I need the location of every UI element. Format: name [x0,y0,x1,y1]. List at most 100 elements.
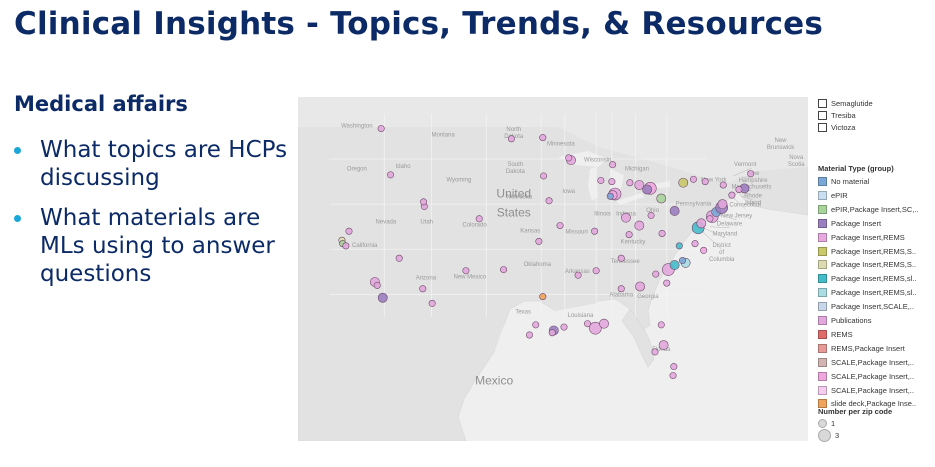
checkbox-icon[interactable] [818,111,827,120]
legend-item[interactable]: Package Insert,REMS,sl.. [818,287,916,298]
zip-point[interactable] [419,285,427,293]
zip-point[interactable] [651,348,659,356]
zip-point[interactable] [635,281,645,292]
zip-point[interactable] [625,231,633,239]
zip-point[interactable] [658,229,666,237]
zip-point[interactable] [560,323,568,331]
legend-item[interactable]: REMS,Package Insert [818,343,905,354]
zip-point[interactable] [525,331,533,339]
zip-point[interactable] [675,242,683,250]
checkbox-icon[interactable] [818,99,827,108]
zip-point[interactable] [657,321,665,329]
product-filter[interactable]: Tresiba [818,110,856,121]
zip-point[interactable] [535,237,543,245]
zip-point[interactable] [500,266,508,274]
zip-point[interactable] [377,292,388,303]
zip-point[interactable] [420,198,428,206]
zip-point[interactable] [592,267,600,275]
legend-item[interactable]: ePIR [818,190,848,201]
map-canvas[interactable]: WashingtonMontanaNorthDakotaSouthDakotaM… [298,97,808,441]
zip-point[interactable] [647,211,655,219]
zip-point[interactable] [574,271,582,279]
zip-point[interactable] [609,161,617,169]
canada-north [298,97,808,183]
zip-point[interactable] [606,192,614,200]
legend-item[interactable]: Package Insert,REMS,S.. [818,259,916,270]
zip-point[interactable] [540,172,548,180]
zip-point[interactable] [565,154,573,162]
zip-point[interactable] [691,240,699,248]
zip-point[interactable] [669,260,680,270]
zip-point[interactable] [735,185,743,193]
zip-point[interactable] [642,184,653,195]
zip-point[interactable] [599,318,609,329]
zip-point[interactable] [548,329,556,337]
us-map[interactable]: WashingtonMontanaNorthDakotaSouthDakotaM… [298,97,808,441]
zip-point[interactable] [342,242,350,250]
legend-item[interactable]: SCALE,Package Insert,.. [818,357,914,368]
zip-point[interactable] [591,227,599,235]
zip-point[interactable] [719,181,727,189]
zip-point[interactable] [706,215,714,223]
zip-point[interactable] [634,180,645,190]
zip-point[interactable] [678,257,686,265]
zip-point[interactable] [621,212,631,223]
zip-point[interactable] [634,220,645,231]
zip-point[interactable] [652,270,660,278]
legend-item[interactable]: slide deck,Package Inse.. [818,398,916,409]
legend-item[interactable]: ePIR,Package Insert,SC,.. [818,204,919,215]
zip-point[interactable] [597,176,605,184]
legend-item[interactable]: Package Insert,SCALE,.. [818,301,914,312]
legend-item[interactable]: SCALE,Package Insert,.. [818,371,914,382]
legend-item[interactable]: Publications [818,315,871,326]
product-filter[interactable]: Victoza [818,122,855,133]
legend-item[interactable]: Package Insert,REMS,S.. [818,246,916,257]
zip-point[interactable] [462,267,470,275]
zip-point[interactable] [387,171,395,179]
legend-swatch [818,288,827,298]
zip-point[interactable] [747,170,755,178]
zip-point[interactable] [395,254,403,262]
zip-point[interactable] [669,372,677,380]
zip-point[interactable] [507,135,515,143]
checkbox-icon[interactable] [818,123,827,132]
zip-point[interactable] [658,340,669,351]
legend-item[interactable]: SCALE,Package Insert,.. [818,385,914,396]
zip-point[interactable] [345,227,353,235]
zip-point[interactable] [584,320,592,328]
zip-point[interactable] [617,285,625,293]
zip-point[interactable] [728,191,736,199]
zip-point[interactable] [532,321,540,329]
zip-point[interactable] [689,175,697,183]
zip-point[interactable] [539,134,547,142]
zip-point[interactable] [377,125,385,133]
zip-point[interactable] [373,281,381,289]
zip-point[interactable] [589,321,602,335]
zip-point[interactable] [428,299,436,307]
zip-point[interactable] [670,363,678,371]
zip-point[interactable] [700,246,708,254]
legend-item[interactable]: No material [818,176,869,187]
zip-point[interactable] [545,197,553,205]
state-label: Iowa [562,189,575,195]
zip-point[interactable] [717,199,728,210]
legend-item[interactable]: REMS [818,329,853,340]
zip-point[interactable] [556,222,564,230]
zip-point[interactable] [475,215,483,223]
legend-item[interactable]: Package Insert,REMS,sl.. [818,273,916,284]
zip-point[interactable] [539,293,547,301]
zip-point[interactable] [696,218,707,229]
zip-point[interactable] [608,178,616,186]
legend-item[interactable]: Package Insert,REMS [818,232,905,243]
zip-point[interactable] [669,206,680,216]
data-points[interactable] [338,125,755,380]
product-filter[interactable]: Semaglutide [818,98,873,109]
zip-point[interactable] [663,279,671,287]
zip-point[interactable] [678,177,689,188]
zip-point[interactable] [701,178,709,186]
zip-point[interactable] [656,193,667,204]
zip-point[interactable] [617,254,625,262]
legend-label: Publications [831,316,872,325]
zip-point[interactable] [626,179,634,187]
legend-item[interactable]: Package Insert [818,218,881,229]
